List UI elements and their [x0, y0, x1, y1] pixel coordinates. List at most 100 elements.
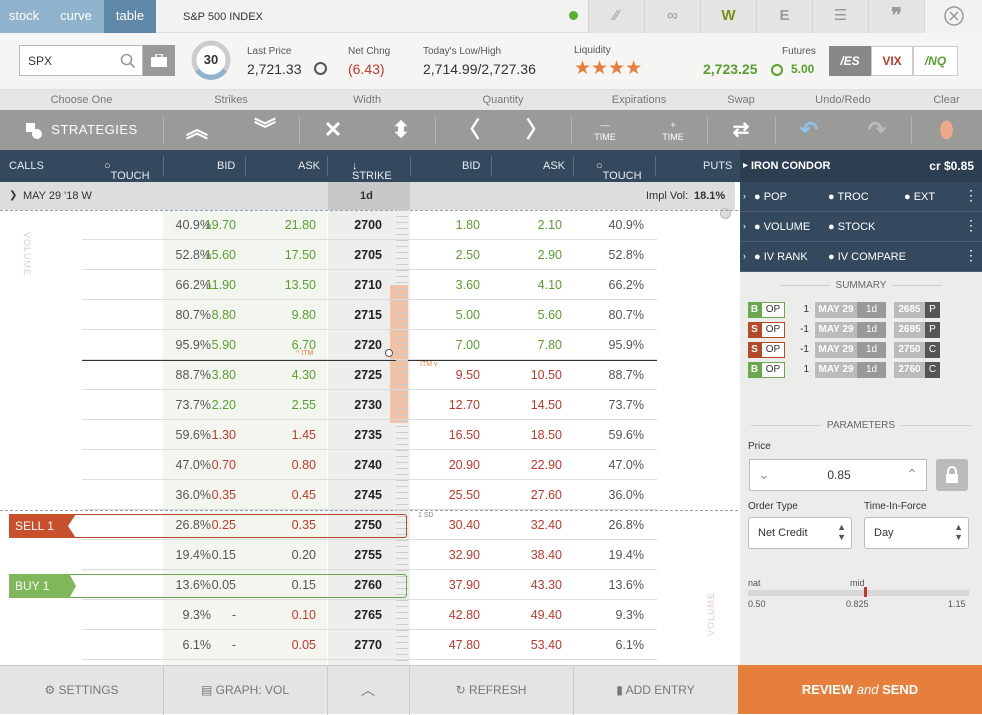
- table-row[interactable]: 95.9% 5.90 6.70 2720 7.00 7.80 95.9%: [0, 330, 738, 360]
- table-row[interactable]: 59.6% 1.30 1.45 2735 16.50 18.50 59.6%: [0, 420, 738, 450]
- metrics-row-1[interactable]: › ● POP ● TROC ● EXT ⋮⋮: [740, 182, 982, 212]
- bid-p-cell[interactable]: 3.60: [455, 278, 480, 292]
- w-button[interactable]: W: [700, 0, 756, 33]
- ask-p-cell[interactable]: 49.40: [530, 608, 562, 622]
- leg-row[interactable]: S OP -1 MAY 29 1d 2750 C: [748, 342, 978, 358]
- bid-left-header[interactable]: BID: [217, 160, 236, 172]
- bid-c-cell[interactable]: 2.20: [211, 398, 236, 412]
- bid-p-cell[interactable]: 37.90: [448, 578, 480, 592]
- ask-p-cell[interactable]: 14.50: [530, 398, 562, 412]
- bid-c-cell[interactable]: -: [231, 608, 236, 622]
- ask-p-cell[interactable]: 10.50: [530, 368, 562, 382]
- expiration-row[interactable]: ❯ MAY 29 '18 W 1d Impl Vol: 18.1%: [0, 182, 735, 210]
- table-row[interactable]: 6.1% - 0.05 2770 47.80 53.40 6.1%: [0, 630, 738, 660]
- table-row[interactable]: 9.3% - 0.10 2765 42.80 49.40 9.3%: [0, 600, 738, 630]
- ask-left-header[interactable]: ASK: [298, 160, 321, 172]
- table-row[interactable]: 26.8% 0.25 0.35 2750 30.40 32.40 26.8%: [0, 510, 738, 540]
- drag-handle-icon[interactable]: ⋮⋮: [964, 247, 982, 263]
- graph-button[interactable]: ▤ GRAPH: VOL: [200, 683, 290, 697]
- table-row[interactable]: 19.4% 0.15 0.20 2755 32.90 38.40 19.4%: [0, 540, 738, 570]
- ask-p-cell[interactable]: 38.40: [530, 548, 562, 562]
- ask-c-cell[interactable]: 0.35: [291, 518, 316, 532]
- magic-wand-icon[interactable]: ⁄⁄: [588, 0, 644, 33]
- bid-p-cell[interactable]: 25.50: [448, 488, 480, 502]
- bid-c-cell[interactable]: 0.05: [211, 578, 236, 592]
- bid-p-cell[interactable]: 5.00: [455, 308, 480, 322]
- bid-c-cell[interactable]: 3.80: [211, 368, 236, 382]
- table-row[interactable]: 13.6% 0.05 0.15 2760 37.90 43.30 13.6%: [0, 570, 738, 600]
- undo-button[interactable]: ↶: [799, 117, 819, 142]
- ask-p-cell[interactable]: 43.30: [530, 578, 562, 592]
- scroll-handle[interactable]: [720, 208, 731, 219]
- drag-handle-icon[interactable]: ⋮⋮: [964, 187, 982, 203]
- bid-c-cell[interactable]: 19.70: [204, 218, 236, 232]
- lock-icon[interactable]: [936, 459, 968, 491]
- touch-right-header[interactable]: ○ TOUCH: [596, 160, 642, 182]
- ask-c-cell[interactable]: 0.20: [291, 548, 316, 562]
- bid-p-cell[interactable]: 2.50: [455, 248, 480, 262]
- bid-c-cell[interactable]: 15.60: [204, 248, 236, 262]
- strikes-up-button[interactable]: ︽: [185, 117, 208, 142]
- time-minus-button[interactable]: — TIME: [594, 120, 616, 142]
- ask-p-cell[interactable]: 22.90: [530, 458, 562, 472]
- chevron-down-icon[interactable]: ⌄: [758, 466, 770, 482]
- drag-handle-icon[interactable]: ⋮⋮: [964, 217, 982, 233]
- bid-c-cell[interactable]: 0.15: [211, 548, 236, 562]
- quantity-increase-button[interactable]: 〉: [525, 117, 548, 142]
- bid-p-cell[interactable]: 1.80: [455, 218, 480, 232]
- bid-p-cell[interactable]: 16.50: [448, 428, 480, 442]
- ask-c-cell[interactable]: 0.45: [291, 488, 316, 502]
- ask-c-cell[interactable]: 0.15: [291, 578, 316, 592]
- bid-p-cell[interactable]: 20.90: [448, 458, 480, 472]
- ask-c-cell[interactable]: 17.50: [284, 248, 316, 262]
- leg-row[interactable]: B OP 1 MAY 29 1d 2760 C: [748, 362, 978, 378]
- bid-p-cell[interactable]: 42.80: [448, 608, 480, 622]
- review-and-send-button[interactable]: REVIEW and SEND: [738, 665, 982, 714]
- briefcase-icon[interactable]: [143, 45, 175, 76]
- bid-c-cell[interactable]: 0.35: [211, 488, 236, 502]
- tab-curve[interactable]: curve: [48, 0, 104, 33]
- strategies-button[interactable]: STRATEGIES: [0, 110, 163, 150]
- tab-stock[interactable]: stock: [0, 0, 48, 33]
- ask-p-cell[interactable]: 7.80: [537, 338, 562, 352]
- strike-header[interactable]: STRIKE ↓: [352, 160, 392, 182]
- ask-c-cell[interactable]: 4.30: [291, 368, 316, 382]
- ask-c-cell[interactable]: 0.10: [291, 608, 316, 622]
- ask-c-cell[interactable]: 0.05: [291, 638, 316, 652]
- bid-c-cell[interactable]: 11.90: [205, 278, 236, 292]
- table-row[interactable]: 52.8% 15.60 17.50 2705 2.50 2.90 52.8%: [0, 240, 738, 270]
- list-icon[interactable]: ☰: [812, 0, 868, 33]
- nq-button[interactable]: /NQ: [913, 46, 958, 76]
- ask-p-cell[interactable]: 2.90: [537, 248, 562, 262]
- symbol-input[interactable]: SPX: [19, 45, 143, 76]
- ask-p-cell[interactable]: 32.40: [530, 518, 562, 532]
- ask-c-cell[interactable]: 13.50: [284, 278, 316, 292]
- settings-button[interactable]: ⚙ SETTINGS: [44, 683, 119, 697]
- ask-p-cell[interactable]: 4.10: [537, 278, 562, 292]
- link-icon[interactable]: ∞: [644, 0, 700, 33]
- strikes-down-button[interactable]: ︾: [253, 117, 276, 142]
- order-type-select[interactable]: Net Credit ▲ ▼: [748, 517, 852, 549]
- table-row[interactable]: 47.0% 0.70 0.80 2740 20.90 22.90 47.0%: [0, 450, 738, 480]
- bid-c-cell[interactable]: 0.70: [211, 458, 236, 472]
- ask-c-cell[interactable]: 21.80: [284, 218, 316, 232]
- bid-c-cell[interactable]: 0.25: [211, 518, 236, 532]
- add-entry-button[interactable]: ▮ ADD ENTRY: [616, 683, 695, 697]
- bid-p-cell[interactable]: 7.00: [455, 338, 480, 352]
- refresh-button[interactable]: ↻ REFRESH: [455, 683, 527, 697]
- ask-p-cell[interactable]: 5.60: [537, 308, 562, 322]
- leg-row[interactable]: S OP -1 MAY 29 1d 2695 P: [748, 322, 978, 338]
- ask-right-header[interactable]: ASK: [543, 160, 566, 172]
- ask-p-cell[interactable]: 27.60: [530, 488, 562, 502]
- table-row[interactable]: 66.2% 11.90 13.50 2710 3.60 4.10 66.2%: [0, 270, 738, 300]
- price-slider-thumb[interactable]: [864, 587, 867, 597]
- table-row[interactable]: 80.7% 8.80 9.80 2715 5.00 5.60 80.7%: [0, 300, 738, 330]
- bid-p-cell[interactable]: 32.90: [448, 548, 480, 562]
- price-stepper[interactable]: ⌄ 0.85 ⌃: [749, 459, 927, 491]
- metrics-row-3[interactable]: › ● IV RANK ● IV COMPARE ⋮⋮: [740, 242, 982, 272]
- bid-c-cell[interactable]: 5.90: [211, 338, 236, 352]
- table-row[interactable]: 36.0% 0.35 0.45 2745 25.50 27.60 36.0%: [0, 480, 738, 510]
- price-slider[interactable]: [748, 590, 969, 596]
- ask-c-cell[interactable]: 1.45: [291, 428, 316, 442]
- bid-c-cell[interactable]: 1.30: [211, 428, 236, 442]
